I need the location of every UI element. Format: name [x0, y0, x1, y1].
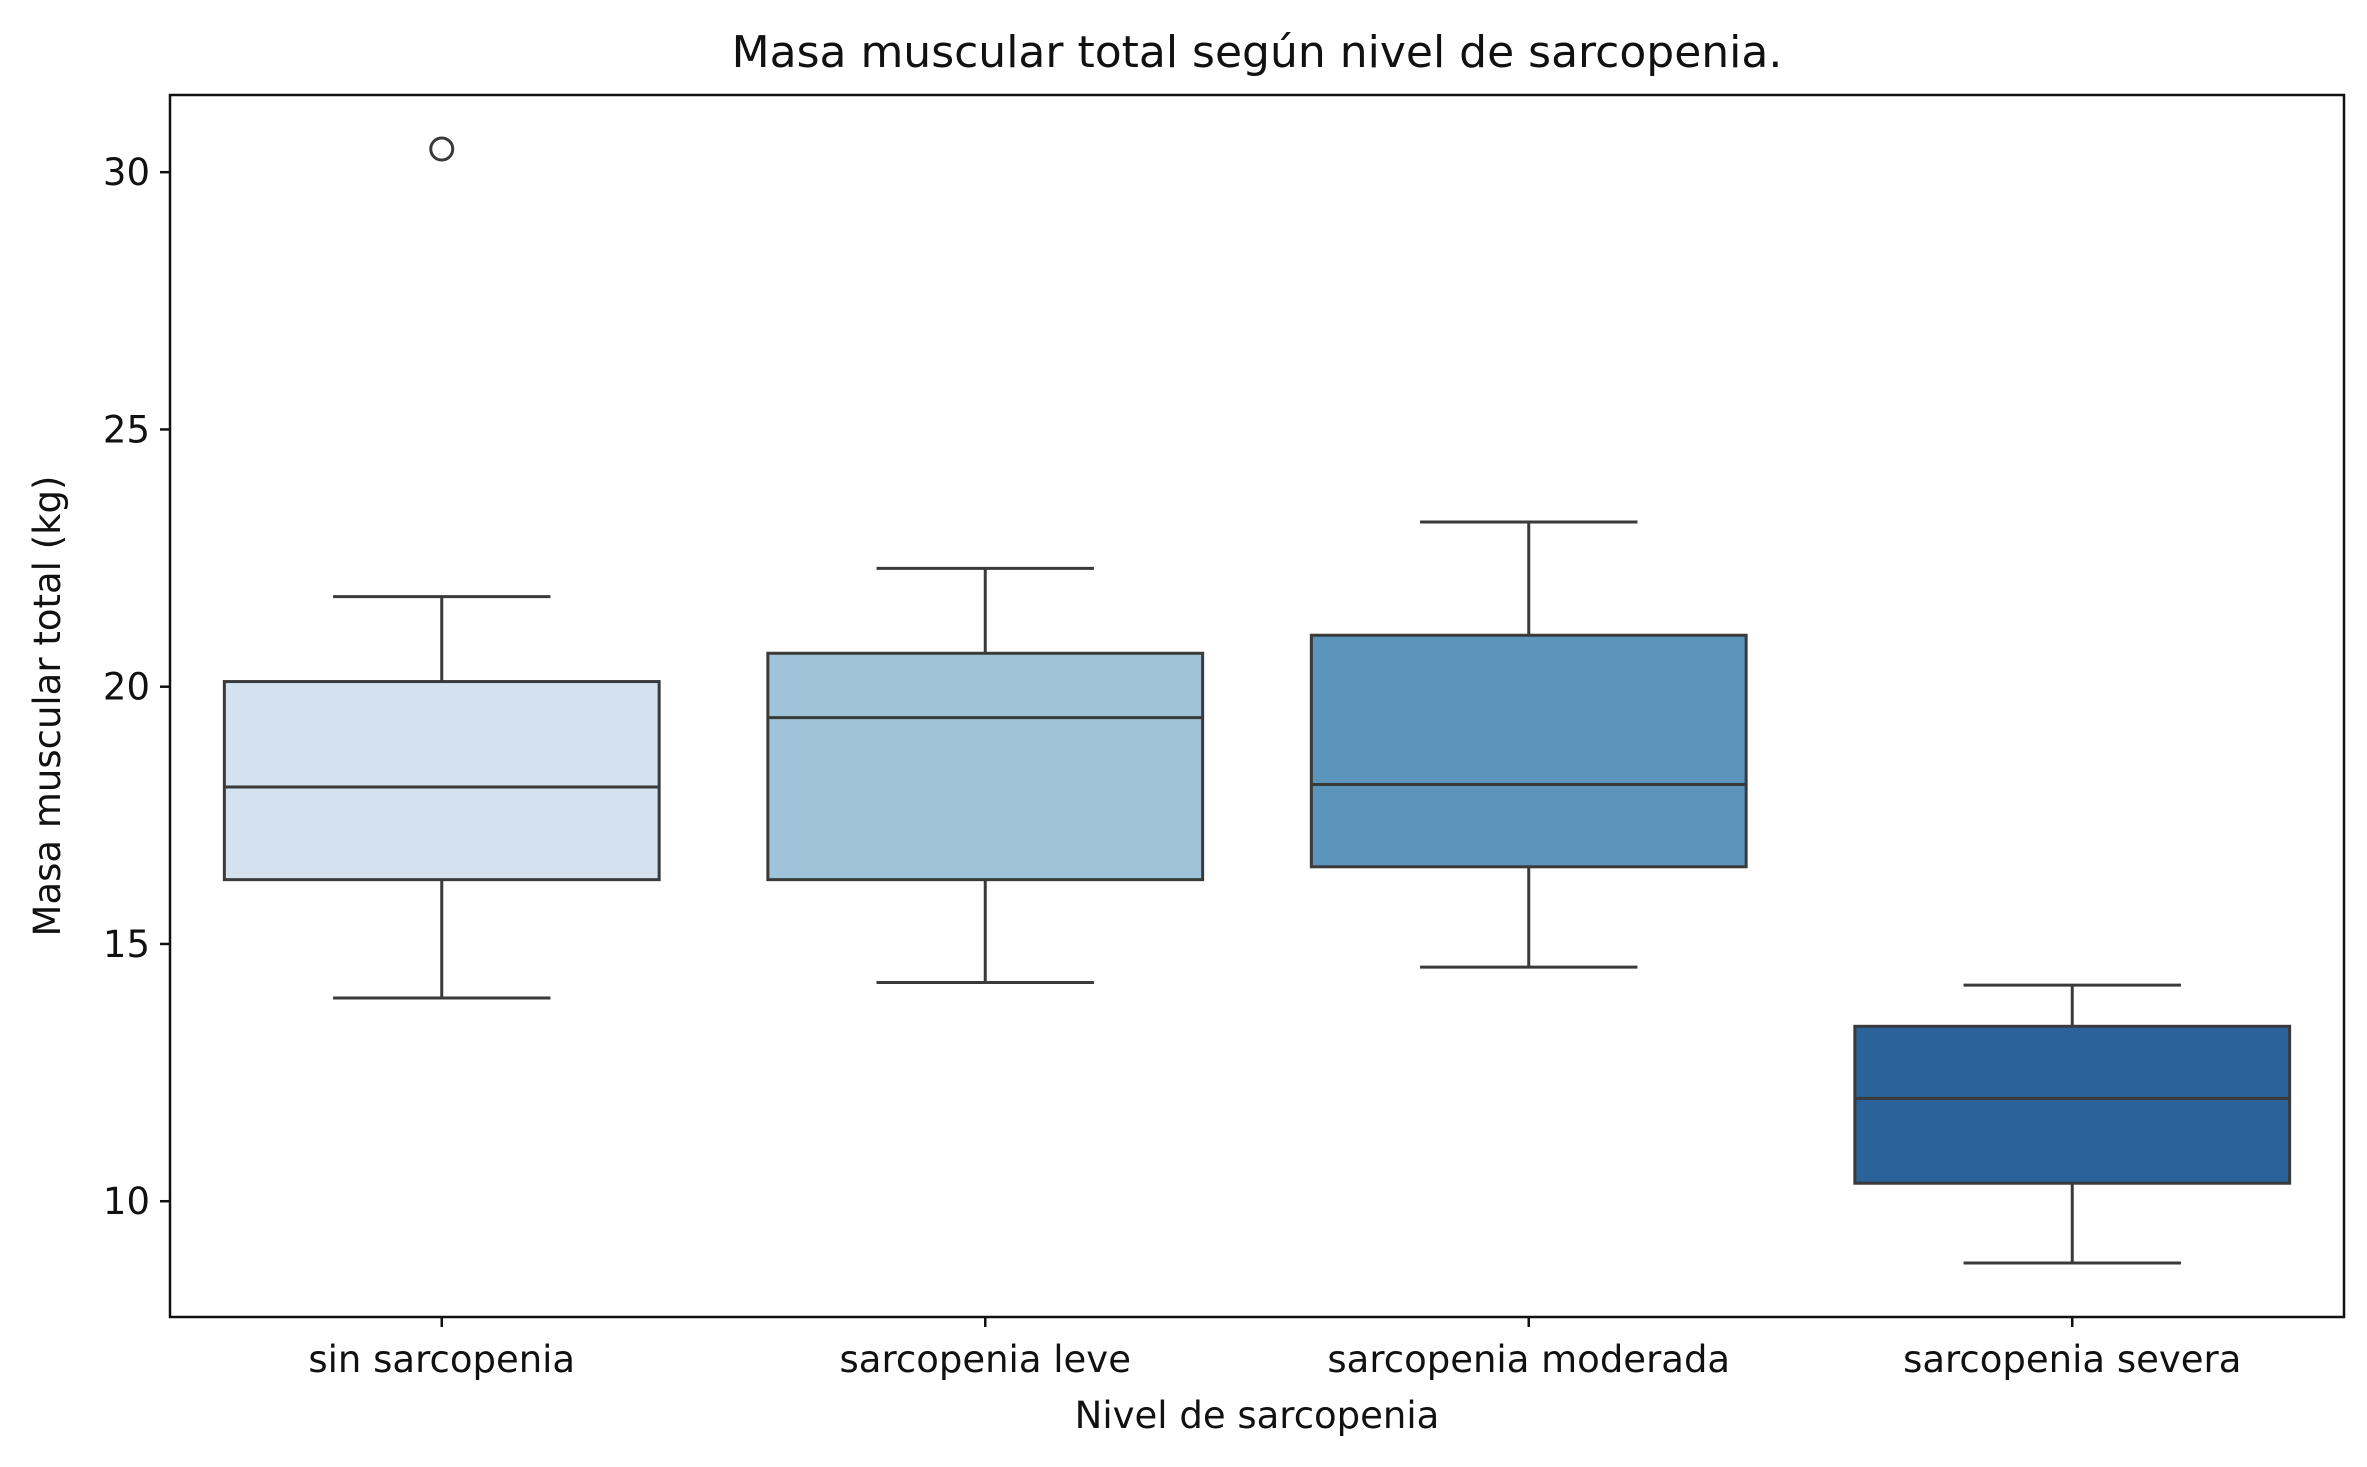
- y-tick-label: 20: [103, 666, 150, 709]
- outlier-point: [429, 136, 455, 162]
- x-axis-label: Nivel de sarcopenia: [1075, 1394, 1440, 1437]
- y-tick-label: 30: [103, 151, 150, 194]
- box-iqr: [766, 651, 1205, 882]
- chart-title: Masa muscular total según nivel de sarco…: [732, 27, 1783, 78]
- plot-area: 10 15 20 25 30 sin sarcopenia sarcopenia leve s…: [103, 136, 2292, 1381]
- plot-frame: [168, 93, 2346, 1319]
- x-tick-label: sarcopenia severa: [1903, 1338, 2241, 1381]
- box-iqr: [222, 680, 661, 882]
- y-tick-label: 10: [103, 1180, 150, 1223]
- x-tick-label: sin sarcopenia: [308, 1338, 575, 1381]
- box-iqr: [1853, 1024, 2292, 1185]
- y-tick-label: 15: [103, 923, 150, 966]
- y-axis-label: Masa muscular total (kg): [26, 476, 69, 937]
- x-tick-label: sarcopenia leve: [840, 1338, 1131, 1381]
- y-tick-label: 25: [103, 408, 150, 451]
- x-tick-label: sarcopenia moderada: [1327, 1338, 1730, 1381]
- box-iqr: [1309, 633, 1748, 869]
